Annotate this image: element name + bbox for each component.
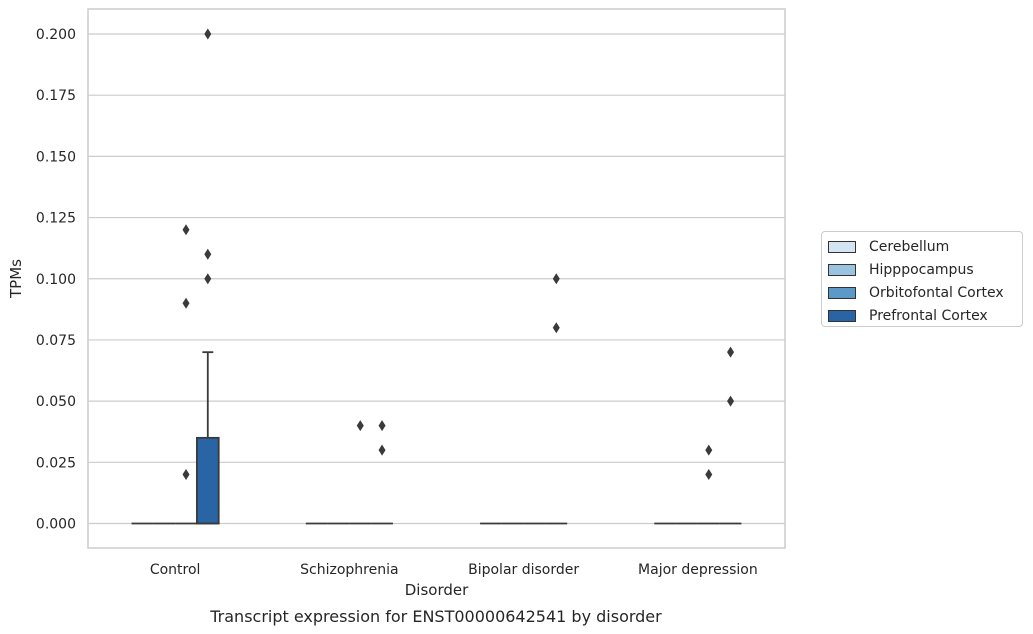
box-series [131,351,742,525]
outlier-point [705,469,713,481]
y-tick-labels: 0.000 0.025 0.050 0.075 0.100 0.125 0.150 0.175… [36,27,76,533]
x-tick-label: Major depression [638,562,758,578]
y-tick-label: 0.025 [36,455,76,471]
legend-label: Prefrontal Cortex [869,307,988,324]
outlier-point [204,273,212,285]
legend-swatch [828,309,856,322]
outlier-points [182,28,735,481]
y-tick-label: 0.100 [36,272,76,288]
outlier-point [705,444,713,456]
legend: Cerebellum Hipppocampus Orbitofontal Cor… [821,231,1023,327]
y-tick-label: 0.050 [36,394,76,410]
y-axis-label: TPMs [7,259,25,299]
legend-swatch [828,240,856,253]
outlier-point [204,28,212,40]
y-tick-label: 0.200 [36,27,76,43]
outlier-point [182,469,190,481]
x-axis-label: Disorder [405,581,469,599]
y-tick-label: 0.125 [36,211,76,227]
legend-swatch [828,286,856,299]
outlier-point [182,297,190,309]
x-tick-label: Bipolar disorder [468,562,579,578]
box-body [196,436,220,525]
outlier-point [204,248,212,260]
gridlines [88,33,785,525]
outlier-point [378,420,386,432]
chart-caption: Transcript expression for ENST0000064254… [209,607,662,626]
outlier-point [727,395,735,407]
legend-label: Cerebellum [869,238,950,255]
box-prefrontal-cortex [196,351,220,525]
x-tick-label: Schizophrenia [300,562,398,578]
legend-label: Hipppocampus [869,261,974,278]
y-tick-label: 0.075 [36,333,76,349]
outlier-point [378,444,386,456]
y-tick-label: 0.175 [36,88,76,104]
y-tick-label: 0.000 [36,517,76,533]
y-tick-label: 0.150 [36,149,76,165]
plot-frame [87,8,786,549]
x-tick-label: Control [150,562,201,578]
legend-item-orbitofrontal-cortex: Orbitofontal Cortex [828,281,1022,304]
outlier-point [727,346,735,358]
legend-item-hippocampus: Hipppocampus [828,258,1022,281]
legend-label: Orbitofontal Cortex [869,284,1004,301]
legend-swatch [828,263,856,276]
outlier-point [182,224,190,236]
legend-item-prefrontal-cortex: Prefrontal Cortex [828,304,1022,327]
outlier-point [552,273,560,285]
outlier-point [552,322,560,334]
x-tick-labels: Control Schizophrenia Bipolar disorder Majo… [150,562,758,578]
legend-item-cerebellum: Cerebellum [828,235,1022,258]
outlier-point [356,420,364,432]
